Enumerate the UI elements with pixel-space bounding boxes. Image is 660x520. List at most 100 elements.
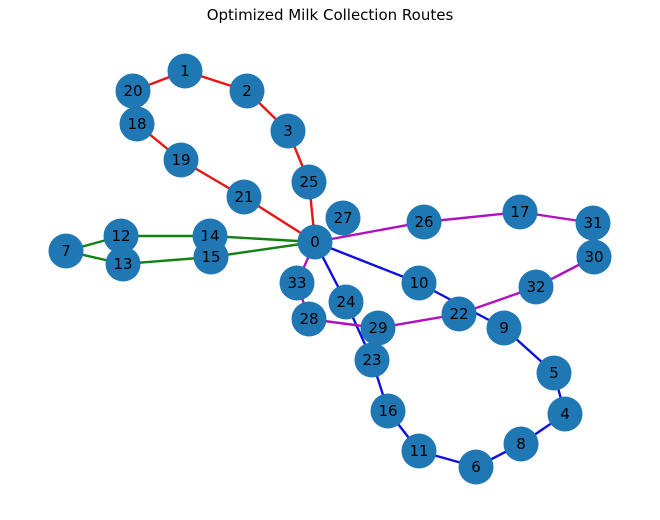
node-33: 33 <box>279 265 315 301</box>
node-label: 28 <box>299 310 318 328</box>
node-circle <box>105 246 141 282</box>
node-label: 17 <box>510 203 529 221</box>
node-18: 18 <box>119 106 155 142</box>
node-label: 23 <box>362 351 381 369</box>
route-nodes: 0123456789101112131415161718192021222324… <box>48 53 612 485</box>
node-circle <box>576 239 612 275</box>
node-circle <box>328 284 364 320</box>
node-circle <box>193 239 229 275</box>
node-6: 6 <box>458 449 494 485</box>
node-label: 8 <box>516 435 526 453</box>
node-label: 15 <box>201 248 220 266</box>
node-circle <box>226 179 262 215</box>
node-label: 6 <box>471 458 481 476</box>
node-16: 16 <box>370 393 406 429</box>
node-circle <box>547 396 583 432</box>
node-label: 1 <box>180 62 190 80</box>
node-label: 18 <box>127 115 146 133</box>
node-label: 10 <box>409 274 428 292</box>
node-30: 30 <box>576 239 612 275</box>
node-label: 22 <box>449 305 468 323</box>
node-circle <box>518 269 554 305</box>
node-label: 20 <box>123 82 142 100</box>
node-circle <box>325 200 361 236</box>
node-label: 2 <box>242 82 252 100</box>
node-3: 3 <box>270 113 306 149</box>
node-23: 23 <box>354 342 390 378</box>
node-circle <box>163 142 199 178</box>
node-label: 11 <box>409 442 428 460</box>
node-label: 4 <box>560 405 570 423</box>
node-label: 32 <box>526 278 545 296</box>
node-12: 12 <box>103 218 139 254</box>
node-label: 24 <box>336 293 355 311</box>
node-29: 29 <box>360 310 396 346</box>
node-label: 31 <box>583 214 602 232</box>
node-label: 29 <box>368 319 387 337</box>
node-circle <box>48 233 84 269</box>
node-8: 8 <box>503 426 539 462</box>
node-26: 26 <box>406 204 442 240</box>
node-label: 27 <box>333 209 352 227</box>
node-label: 5 <box>549 364 559 382</box>
node-circle <box>536 355 572 391</box>
node-circle <box>575 205 611 241</box>
node-circle <box>503 426 539 462</box>
route-edge-0-26 <box>314 220 425 244</box>
node-0: 0 <box>297 224 333 260</box>
node-27: 27 <box>325 200 361 236</box>
route-edge-0-10 <box>314 240 420 285</box>
node-2: 2 <box>229 73 265 109</box>
node-label: 13 <box>113 255 132 273</box>
node-label: 3 <box>283 122 293 140</box>
node-label: 19 <box>171 151 190 169</box>
node-19: 19 <box>163 142 199 178</box>
node-circle <box>119 106 155 142</box>
node-circle <box>401 433 437 469</box>
node-circle <box>360 310 396 346</box>
node-7: 7 <box>48 233 84 269</box>
node-label: 26 <box>414 213 433 231</box>
node-31: 31 <box>575 205 611 241</box>
node-32: 32 <box>518 269 554 305</box>
node-10: 10 <box>401 265 437 301</box>
node-circle <box>441 296 477 332</box>
node-circle <box>291 164 327 200</box>
node-circle <box>486 310 522 346</box>
node-label: 16 <box>378 402 397 420</box>
node-circle <box>458 449 494 485</box>
node-label: 33 <box>287 274 306 292</box>
node-label: 25 <box>299 173 318 191</box>
node-circle <box>167 53 203 89</box>
node-circle <box>370 393 406 429</box>
node-circle <box>406 204 442 240</box>
node-25: 25 <box>291 164 327 200</box>
node-label: 30 <box>584 248 603 266</box>
diagram-title: Optimized Milk Collection Routes <box>206 6 454 24</box>
node-circle <box>354 342 390 378</box>
node-1: 1 <box>167 53 203 89</box>
node-label: 9 <box>499 319 509 337</box>
node-circle <box>229 73 265 109</box>
node-20: 20 <box>115 73 151 109</box>
node-4: 4 <box>547 396 583 432</box>
node-28: 28 <box>291 301 327 337</box>
node-circle <box>502 194 538 230</box>
node-circle <box>279 265 315 301</box>
node-label: 12 <box>111 227 130 245</box>
node-17: 17 <box>502 194 538 230</box>
node-11: 11 <box>401 433 437 469</box>
node-label: 7 <box>61 242 71 260</box>
route-edge-15-0 <box>210 240 316 259</box>
node-circle <box>297 224 333 260</box>
node-15: 15 <box>193 239 229 275</box>
node-circle <box>401 265 437 301</box>
node-22: 22 <box>441 296 477 332</box>
node-circle <box>270 113 306 149</box>
node-label: 21 <box>234 188 253 206</box>
node-13: 13 <box>105 246 141 282</box>
node-9: 9 <box>486 310 522 346</box>
node-circle <box>115 73 151 109</box>
node-24: 24 <box>328 284 364 320</box>
